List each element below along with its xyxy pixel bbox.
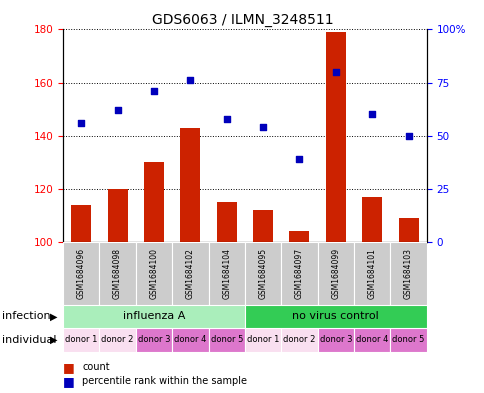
- Text: no virus control: no virus control: [292, 311, 378, 321]
- Bar: [208, 328, 244, 352]
- Text: GSM1684102: GSM1684102: [185, 248, 195, 299]
- Text: donor 5: donor 5: [392, 336, 424, 344]
- Text: ■: ■: [63, 375, 75, 388]
- Bar: [244, 328, 281, 352]
- Bar: [253, 210, 272, 242]
- Point: [113, 107, 121, 113]
- Bar: [107, 189, 127, 242]
- Text: GSM1684096: GSM1684096: [76, 248, 86, 299]
- Text: GSM1684100: GSM1684100: [149, 248, 158, 299]
- Bar: [362, 196, 381, 242]
- Text: GSM1684104: GSM1684104: [222, 248, 231, 299]
- Text: percentile rank within the sample: percentile rank within the sample: [82, 376, 247, 386]
- Text: individual: individual: [2, 335, 57, 345]
- Point: [186, 77, 194, 84]
- Bar: [353, 328, 390, 352]
- Bar: [63, 328, 99, 352]
- Text: donor 4: donor 4: [174, 336, 206, 344]
- Bar: [289, 231, 309, 242]
- Text: GSM1684101: GSM1684101: [367, 248, 376, 299]
- Point: [77, 120, 85, 126]
- Bar: [180, 128, 200, 242]
- Bar: [172, 242, 208, 305]
- Bar: [208, 242, 244, 305]
- Text: GSM1684098: GSM1684098: [113, 248, 122, 299]
- Text: donor 3: donor 3: [137, 336, 170, 344]
- Text: donor 1: donor 1: [65, 336, 97, 344]
- Text: GSM1684097: GSM1684097: [294, 248, 303, 299]
- Bar: [244, 305, 426, 328]
- Point: [295, 156, 302, 162]
- Text: donor 2: donor 2: [283, 336, 315, 344]
- Bar: [99, 328, 136, 352]
- Text: infection: infection: [2, 311, 51, 321]
- Text: donor 5: donor 5: [210, 336, 242, 344]
- Bar: [63, 242, 99, 305]
- Point: [331, 69, 339, 75]
- Bar: [317, 242, 353, 305]
- Text: influenza A: influenza A: [122, 311, 185, 321]
- Text: GSM1684103: GSM1684103: [403, 248, 412, 299]
- Point: [222, 116, 230, 122]
- Text: count: count: [82, 362, 110, 373]
- Text: donor 2: donor 2: [101, 336, 134, 344]
- Text: GSM1684099: GSM1684099: [331, 248, 340, 299]
- Bar: [398, 218, 418, 242]
- Point: [258, 124, 266, 130]
- Text: ▶: ▶: [50, 335, 57, 345]
- Text: ■: ■: [63, 361, 75, 374]
- Bar: [317, 328, 353, 352]
- Bar: [216, 202, 236, 242]
- Bar: [281, 328, 317, 352]
- Text: GSM1684095: GSM1684095: [258, 248, 267, 299]
- Bar: [136, 242, 172, 305]
- Bar: [71, 204, 91, 242]
- Point: [367, 111, 375, 118]
- Bar: [244, 242, 281, 305]
- Text: GDS6063 / ILMN_3248511: GDS6063 / ILMN_3248511: [151, 13, 333, 27]
- Bar: [99, 242, 136, 305]
- Point: [404, 132, 411, 139]
- Text: donor 4: donor 4: [355, 336, 388, 344]
- Bar: [63, 305, 244, 328]
- Point: [150, 88, 157, 94]
- Bar: [353, 242, 390, 305]
- Text: ▶: ▶: [50, 311, 57, 321]
- Bar: [172, 328, 208, 352]
- Bar: [281, 242, 317, 305]
- Bar: [325, 32, 345, 242]
- Bar: [390, 242, 426, 305]
- Bar: [144, 162, 164, 242]
- Bar: [390, 328, 426, 352]
- Text: donor 1: donor 1: [246, 336, 279, 344]
- Text: donor 3: donor 3: [319, 336, 351, 344]
- Bar: [136, 328, 172, 352]
